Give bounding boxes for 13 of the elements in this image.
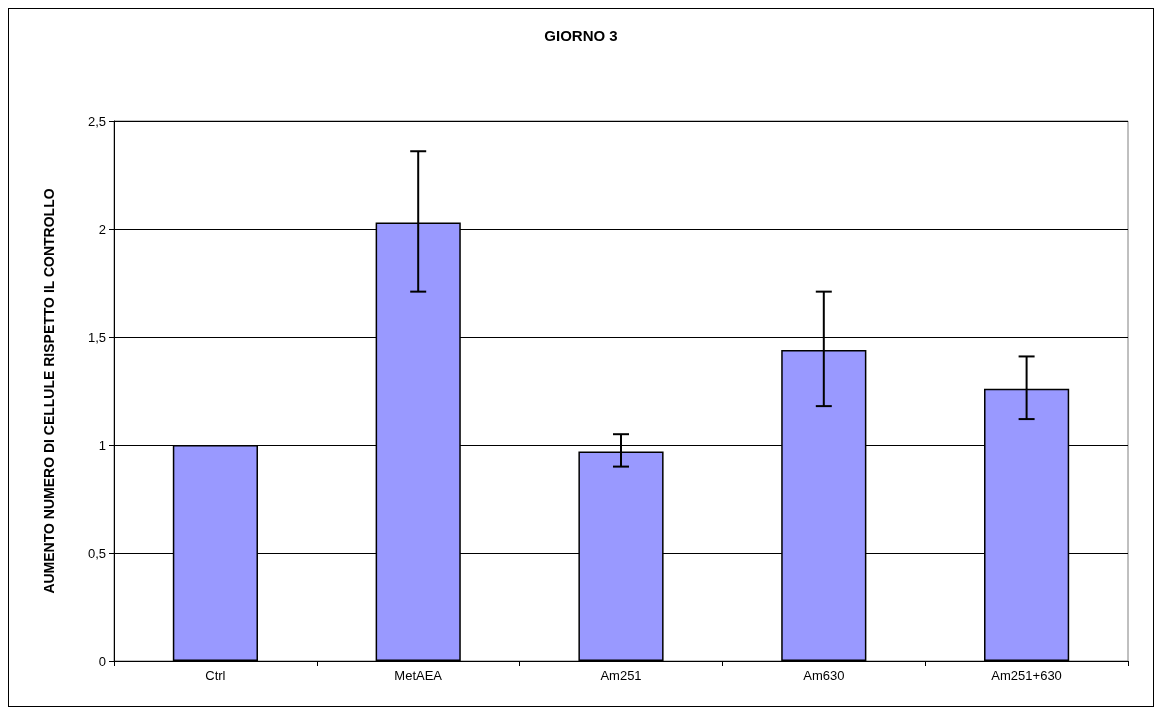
y-tick-label: 1,5 [87,329,106,345]
x-tick-label: MetAEA [394,668,443,683]
x-tick-label: Am630 [803,668,845,683]
chart-title: GIORNO 3 [544,27,618,44]
y-tick-label: 0,5 [87,545,106,561]
y-tick-label: 1 [98,437,106,453]
y-axis-title: AUMENTO NUMERO DI CELLULE RISPETTO IL CONTROLLO [41,188,57,594]
x-tick-label: Ctrl [205,668,226,683]
x-tick-label: Am251+630 [991,668,1062,683]
y-tick-label: 2,5 [87,113,106,129]
y-tick-label: 0 [98,653,106,669]
y-tick-label: 2 [98,221,106,237]
x-tick-label: Am251 [600,668,642,683]
